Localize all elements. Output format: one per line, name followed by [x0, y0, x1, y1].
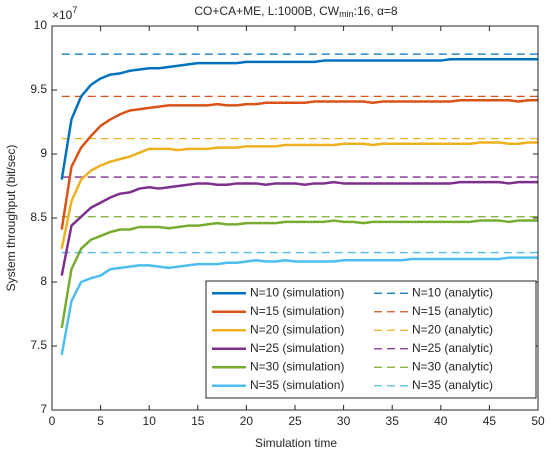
- legend-label: N=35 (analytic): [412, 378, 493, 392]
- x-tick-label: 45: [483, 414, 497, 428]
- x-tick-label: 25: [288, 414, 302, 428]
- legend-label: N=30 (simulation): [250, 359, 344, 373]
- x-tick-label: 30: [337, 414, 351, 428]
- legend-label: N=10 (simulation): [250, 285, 344, 299]
- series-line: [60, 256, 538, 356]
- y-tick-label: 9: [40, 146, 47, 160]
- series-line: [60, 180, 538, 276]
- legend: N=10 (simulation) N=15 (simulation) N=20 (…: [205, 280, 537, 399]
- legend-box: [205, 280, 537, 399]
- title-part: :16, α=8: [354, 4, 398, 18]
- legend-label: N=10 (analytic): [412, 285, 493, 299]
- y-tick-label: 10: [34, 18, 48, 32]
- y-axis-label: System throughput (bit/sec): [4, 145, 18, 292]
- legend-label: N=25 (simulation): [250, 341, 344, 355]
- title-subscript: min: [339, 9, 354, 19]
- y-tick-label: 8: [40, 274, 47, 288]
- legend-label: N=20 (analytic): [412, 322, 493, 336]
- series-line: [60, 141, 538, 249]
- x-tick-label: 40: [434, 414, 448, 428]
- y-tick-label: 9.5: [30, 82, 47, 96]
- multiplier-base: ×10: [52, 8, 73, 22]
- series-line: [60, 58, 538, 180]
- x-tick-label: 10: [143, 414, 157, 428]
- series-line: [60, 219, 538, 329]
- title-part: CO+CA+ME, L:1000B, CW: [194, 4, 339, 18]
- x-tick-label: 0: [49, 414, 56, 428]
- x-tick-label: 5: [97, 414, 104, 428]
- legend-label: N=25 (analytic): [412, 341, 493, 355]
- x-tick-label: 15: [191, 414, 205, 428]
- y-multiplier: ×107: [52, 5, 77, 22]
- legend-label: N=15 (analytic): [412, 304, 493, 318]
- legend-label: N=20 (simulation): [250, 322, 344, 336]
- axes-box: [51, 25, 539, 411]
- y-tick-label: 7.5: [30, 338, 47, 352]
- x-tick-label: 50: [531, 414, 545, 428]
- legend-label: N=35 (simulation): [250, 378, 344, 392]
- chart-title: CO+CA+ME, L:1000B, CWmin:16, α=8: [194, 4, 398, 19]
- x-axis-label: Simulation time: [255, 436, 337, 450]
- series-line: [60, 98, 538, 230]
- legend-label: N=15 (simulation): [250, 304, 344, 318]
- y-tick-label: 8.5: [30, 210, 47, 224]
- x-tick-label: 20: [240, 414, 254, 428]
- x-tick-label: 35: [386, 414, 400, 428]
- legend-label: N=30 (analytic): [412, 359, 493, 373]
- y-tick-label: 7: [40, 402, 47, 416]
- multiplier-exponent: 7: [72, 5, 77, 15]
